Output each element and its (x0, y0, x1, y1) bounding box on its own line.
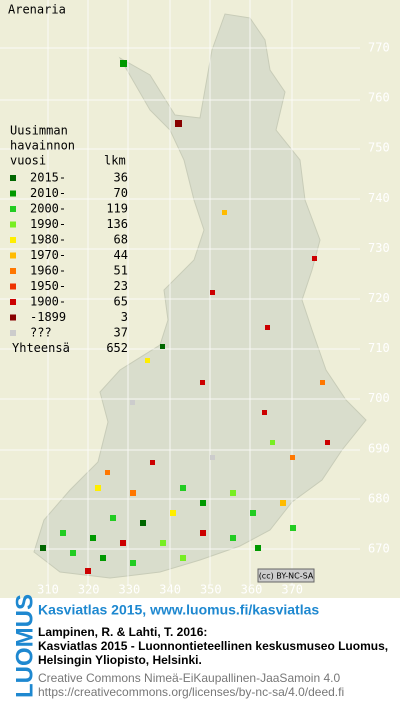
x-label: 370 (281, 583, 303, 597)
license-badge: (cc) BY-NC-SA (259, 572, 314, 581)
legend-count: 65 (114, 295, 128, 309)
legend-swatch (10, 330, 16, 336)
x-label: 350 (200, 583, 222, 597)
legend-header: vuosi (10, 154, 46, 168)
legend-swatch (10, 206, 16, 212)
license: Creative Commons Nimeä-EiKaupallinen-Jaa… (38, 671, 340, 685)
legend-swatch (10, 299, 16, 305)
legend-swatch (10, 268, 16, 274)
legend-count: 68 (114, 233, 128, 247)
legend-total: 652 (106, 341, 128, 355)
y-label: 740 (368, 191, 390, 205)
legend-count: 23 (114, 279, 128, 293)
finland-outline (33, 13, 367, 579)
y-label: 750 (368, 141, 390, 155)
citation: Lampinen, R. & Lahti, T. 2016: (38, 625, 207, 639)
legend-count: 70 (114, 186, 128, 200)
footer-background (0, 598, 400, 702)
map-title: Arenaria (8, 3, 66, 17)
legend-label: 2010- (30, 186, 66, 200)
legend-count: 37 (114, 326, 128, 340)
legend-count: 44 (114, 248, 128, 262)
citation: Helsingin Yliopisto, Helsinki. (38, 653, 202, 667)
legend-count: 119 (106, 202, 128, 216)
y-label: 720 (368, 291, 390, 305)
legend-label: -1899 (30, 310, 66, 324)
y-label: 710 (368, 341, 390, 355)
y-label: 770 (368, 41, 390, 55)
atlas-link[interactable]: Kasviatlas 2015, www.luomus.fi/kasviatla… (38, 602, 319, 618)
y-label: 670 (368, 542, 390, 556)
x-label: 330 (119, 583, 141, 597)
legend-swatch (10, 314, 16, 321)
license-badge-box (257, 568, 315, 583)
legend-swatch (10, 221, 16, 228)
legend-header: havainnon (10, 139, 75, 153)
x-label: 360 (241, 583, 263, 597)
legend-label: 1980- (30, 233, 66, 247)
legend-label: 1960- (30, 264, 66, 278)
license-url[interactable]: https://creativecommons.org/licenses/by-… (38, 685, 344, 699)
y-label: 700 (368, 391, 390, 405)
brand: LUOMUS (11, 594, 38, 698)
legend-swatch (10, 283, 16, 290)
legend-header: Uusimman (10, 124, 68, 138)
citation: Kasviatlas 2015 - Luonnontieteellinen ke… (38, 639, 388, 653)
axis-labels: 770 760 750 740 730 720 710 700 690 680 670 310 320 3… (37, 41, 390, 597)
legend-label: ??? (30, 326, 52, 340)
legend-count: 51 (114, 264, 128, 278)
legend-label: 2000- (30, 202, 66, 216)
occurrence-squares (40, 60, 330, 574)
legend-count: 136 (106, 217, 128, 231)
y-label: 680 (368, 491, 390, 505)
x-label: 320 (78, 583, 100, 597)
legend-label: 1990- (30, 217, 66, 231)
y-label: 760 (368, 91, 390, 105)
legend-label: 1950- (30, 279, 66, 293)
x-label: 310 (37, 583, 59, 597)
legend-total-label: Yhteensä (12, 341, 70, 355)
y-label: 730 (368, 241, 390, 255)
legend-swatch (10, 252, 16, 259)
y-label: 690 (368, 441, 390, 455)
legend-label: 1970- (30, 248, 66, 262)
legend-count: 3 (121, 310, 128, 324)
legend-count: 36 (114, 171, 128, 185)
legend-swatch (10, 190, 16, 197)
grid-lines (0, 0, 360, 585)
legend-count-header: lkm (104, 154, 126, 168)
legend-label: 2015- (30, 171, 66, 185)
legend-swatch (10, 237, 16, 243)
x-label: 340 (159, 583, 181, 597)
legend-swatch (10, 175, 16, 181)
legend-label: 1900- (30, 295, 66, 309)
